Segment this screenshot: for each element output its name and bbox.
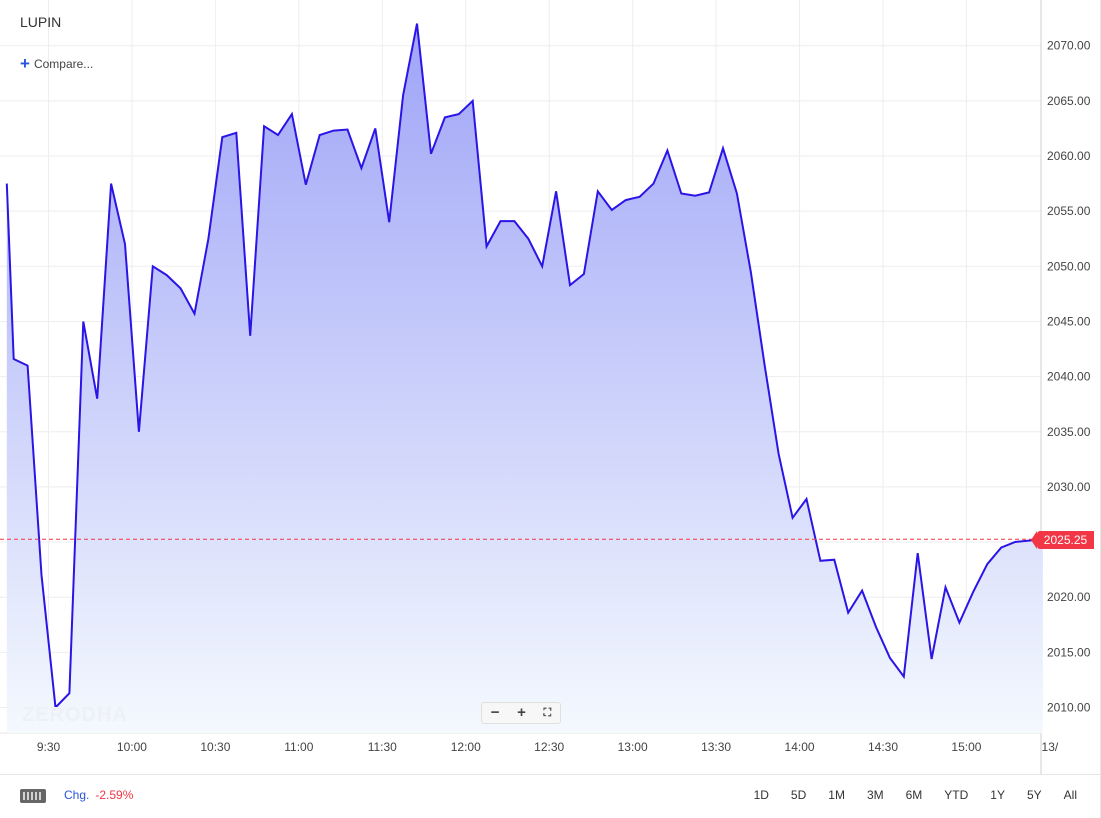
x-tick-label: 13/: [1042, 740, 1059, 754]
plus-icon: +: [20, 54, 30, 73]
price-line: [5, 23, 1043, 710]
x-tick-label: 9:30: [37, 740, 61, 754]
range-all[interactable]: All: [1063, 788, 1077, 802]
x-tick-label: 10:00: [117, 740, 147, 754]
x-tick-label: 15:00: [951, 740, 981, 754]
range-6m[interactable]: 6M: [905, 788, 923, 802]
y-tick-label: 2045.00: [1047, 314, 1091, 328]
current-price-label: 2025.25: [1031, 531, 1094, 549]
y-tick-label: 2065.00: [1047, 94, 1091, 108]
range-ytd[interactable]: YTD: [944, 788, 969, 802]
range-3m[interactable]: 3M: [866, 788, 884, 802]
range-selector: 1D 5D 1M 3M 6M YTD 1Y 5Y All: [754, 788, 1077, 802]
x-tick-label: 13:00: [618, 740, 648, 754]
watermark-logo: ZERODHA: [22, 704, 128, 726]
y-tick-label: 2060.00: [1047, 149, 1091, 163]
x-tick-label: 12:30: [534, 740, 564, 754]
y-tick-label: 2050.00: [1047, 259, 1091, 273]
x-tick-label: 13:30: [701, 740, 731, 754]
y-tick-label: 2015.00: [1047, 645, 1091, 659]
change-display: Chg. -2.59%: [64, 788, 133, 802]
compare-label: Compare...: [33, 57, 94, 71]
zoom-out-button[interactable]: −: [490, 704, 500, 721]
compare-button[interactable]: + Compare...: [20, 54, 94, 73]
x-tick-label: 11:30: [368, 740, 397, 754]
price-chart[interactable]: 2010.002015.002020.002025.002030.002035.…: [0, 0, 1101, 774]
y-tick-label: 2070.00: [1047, 39, 1091, 53]
zoom-controls: − + ⛶: [481, 702, 561, 724]
y-tick-label: 2030.00: [1047, 480, 1091, 494]
fit-screen-button[interactable]: ⛶: [543, 707, 552, 719]
keyboard-icon[interactable]: [20, 789, 46, 803]
y-tick-label: 2040.00: [1047, 370, 1091, 384]
y-tick-label: 2035.00: [1047, 425, 1091, 439]
x-tick-label: 14:00: [785, 740, 815, 754]
x-tick-label: 12:00: [451, 740, 481, 754]
footer-bar: Chg. -2.59% 1D 5D 1M 3M 6M YTD 1Y 5Y All: [0, 774, 1101, 818]
range-1d[interactable]: 1D: [753, 788, 769, 802]
range-5y[interactable]: 5Y: [1026, 788, 1042, 802]
y-tick-label: 2020.00: [1047, 590, 1091, 604]
x-tick-label: 14:30: [868, 740, 898, 754]
x-tick-label: 10:30: [200, 740, 230, 754]
zoom-in-button[interactable]: +: [517, 704, 526, 721]
price-area: [6, 23, 1043, 734]
change-label: Chg.: [64, 788, 90, 802]
y-tick-label: 2055.00: [1047, 204, 1091, 218]
change-value: -2.59%: [95, 788, 134, 802]
range-1m[interactable]: 1M: [828, 788, 845, 802]
x-tick-label: 11:00: [284, 740, 313, 754]
ticker-symbol: LUPIN: [20, 14, 62, 30]
range-5d[interactable]: 5D: [790, 788, 807, 802]
range-1y[interactable]: 1Y: [990, 788, 1005, 802]
y-tick-label: 2010.00: [1047, 701, 1091, 715]
